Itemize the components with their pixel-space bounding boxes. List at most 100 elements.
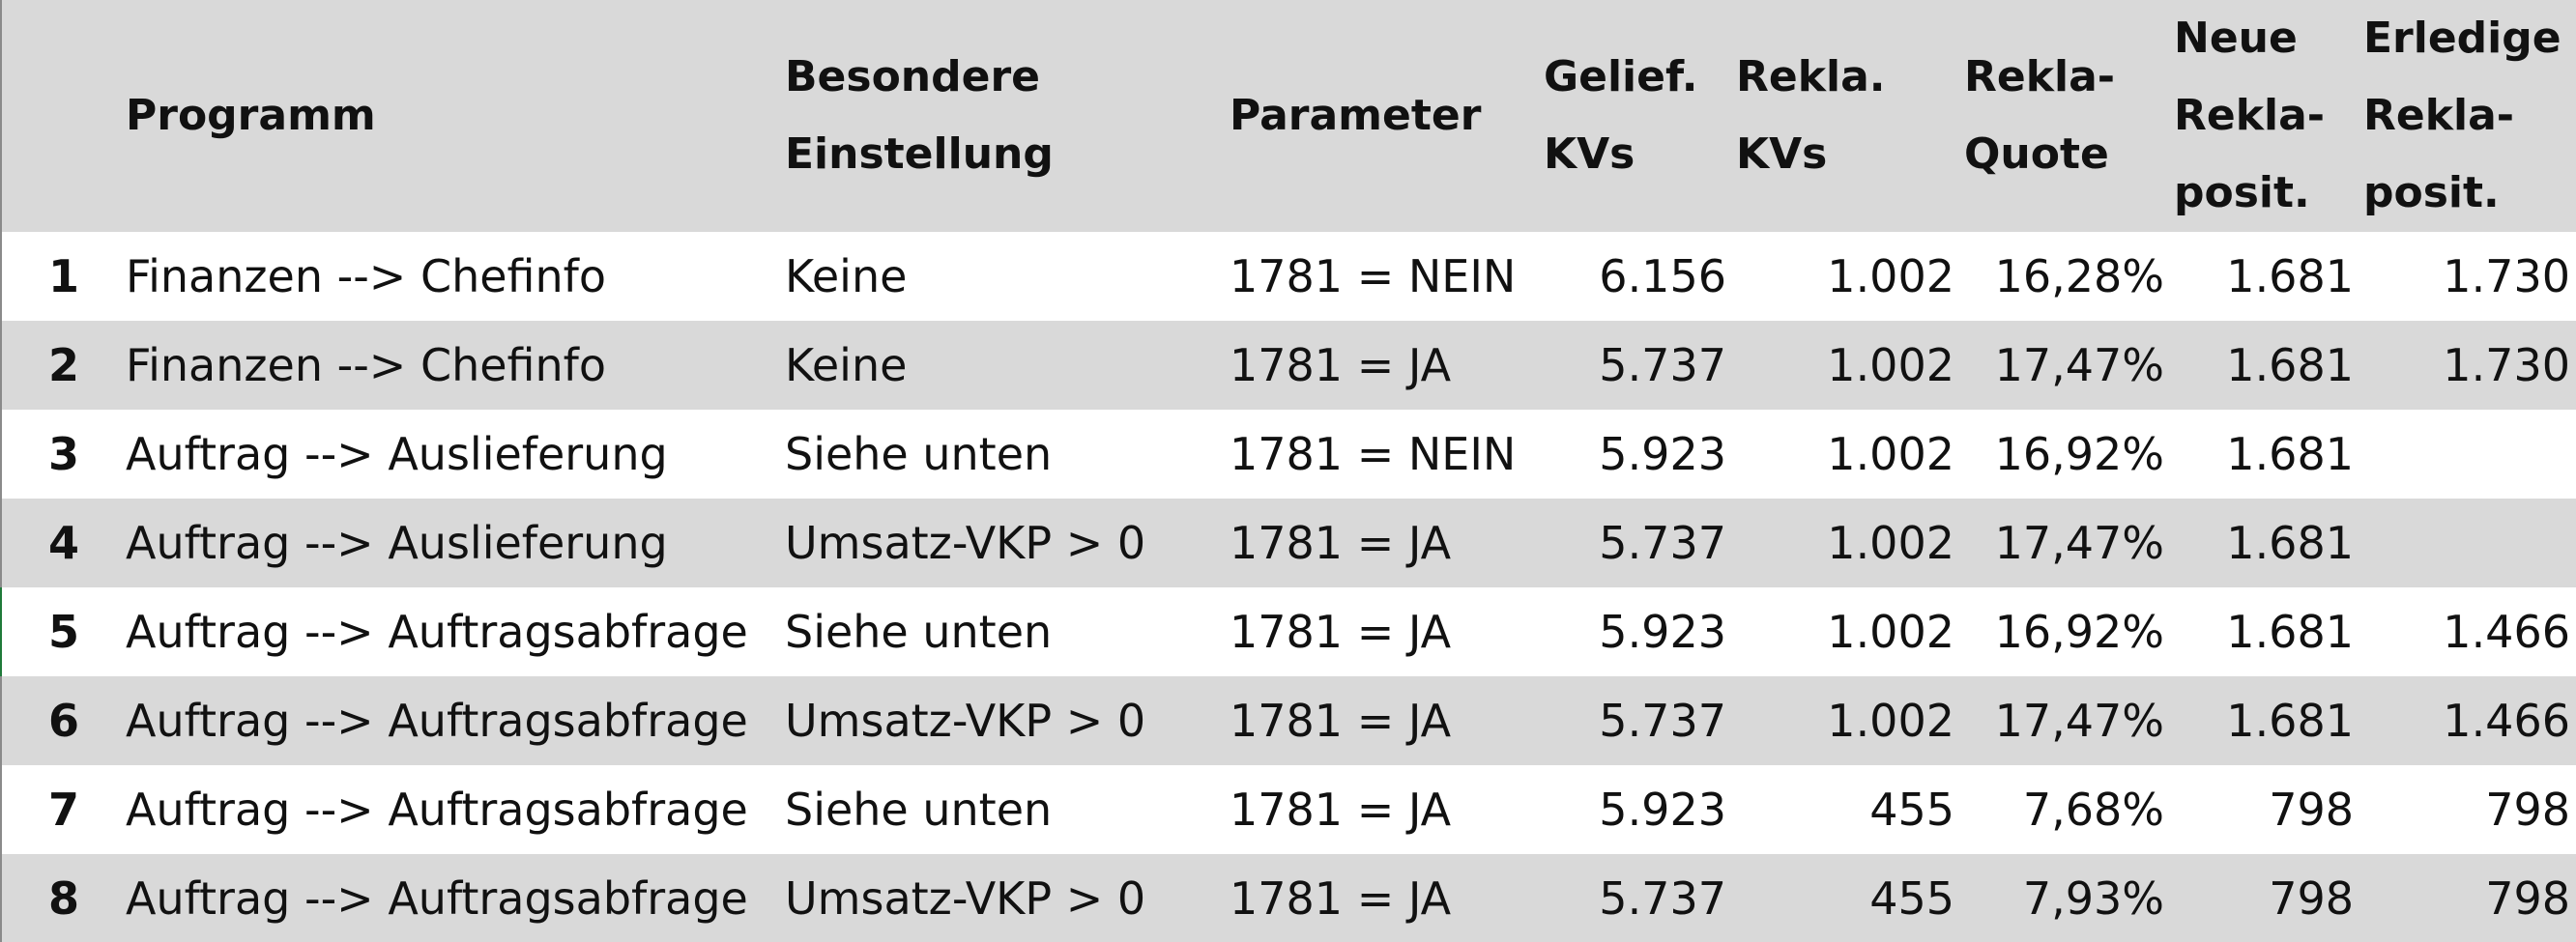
header-neue-line-2: Rekla-: [2174, 91, 2326, 140]
cell-neue: 798: [2269, 872, 2354, 925]
cell-rekla-quote: 16,92%: [1994, 428, 2164, 480]
cell-rekla-quote: 7,93%: [2022, 872, 2164, 925]
cell-programm: Finanzen --> Chefinfo: [126, 250, 607, 302]
cell-neue: 1.681: [2226, 428, 2354, 480]
header-rekla-quote-line-2: Quote: [1964, 129, 2109, 179]
table-row: 8 Auftrag --> Auftragsabfrage Umsatz-VKP…: [2, 854, 2576, 942]
cell-rekla-quote: 17,47%: [1994, 517, 2164, 569]
cell-besondere: Siehe unten: [785, 606, 1053, 658]
header-programm: Programm: [126, 0, 785, 232]
cell-gelief: 5.737: [1599, 339, 1726, 391]
cell-row-number: 1: [47, 250, 79, 302]
cell-programm: Auftrag --> Auftragsabfrage: [126, 784, 748, 836]
cell-row-number: 6: [47, 695, 79, 747]
cell-neue: 798: [2269, 784, 2354, 836]
cell-besondere: Umsatz-VKP > 0: [785, 695, 1146, 747]
table-row: 3 Auftrag --> Auslieferung Siehe unten 1…: [2, 410, 2576, 499]
cell-parameter: 1781 = NEIN: [1230, 250, 1517, 302]
cell-erledige: 1.466: [2443, 695, 2570, 747]
cell-parameter: 1781 = JA: [1230, 695, 1452, 747]
cell-neue: 1.681: [2226, 695, 2354, 747]
header-neue-line-3: posit.: [2174, 168, 2310, 217]
cell-programm: Finanzen --> Chefinfo: [126, 339, 607, 391]
header-row: Programm Besondere Einstellung Parameter…: [2, 0, 2576, 232]
cell-row-number: 8: [47, 872, 79, 925]
cell-erledige: 798: [2485, 784, 2570, 836]
table-row: 5 Auftrag --> Auftragsabfrage Siehe unte…: [2, 587, 2576, 676]
header-erledige-rekla-posit: Erledige Rekla- posit.: [2363, 0, 2576, 232]
cell-parameter: 1781 = JA: [1230, 872, 1452, 925]
cell-gelief: 5.737: [1599, 695, 1726, 747]
cell-erledige: 1.730: [2443, 250, 2570, 302]
cell-rekla-kvs: 1.002: [1827, 250, 1954, 302]
cell-programm: Auftrag --> Auslieferung: [126, 517, 668, 569]
cell-erledige: 1.466: [2443, 606, 2570, 658]
cell-besondere: Siehe unten: [785, 784, 1053, 836]
cell-neue: 1.681: [2226, 517, 2354, 569]
cell-programm: Auftrag --> Auftragsabfrage: [126, 606, 748, 658]
cell-neue: 1.681: [2226, 339, 2354, 391]
cell-rekla-kvs: 1.002: [1827, 695, 1954, 747]
cell-row-number: 4: [47, 517, 79, 569]
header-rekla-kvs: Rekla. KVs: [1736, 0, 1964, 232]
cell-neue: 1.681: [2226, 250, 2354, 302]
cell-row-number: 2: [47, 339, 79, 391]
cell-gelief: 5.737: [1599, 517, 1726, 569]
cell-rekla-quote: 17,47%: [1994, 695, 2164, 747]
cell-besondere: Siehe unten: [785, 428, 1053, 480]
header-erledige-line-3: posit.: [2363, 168, 2500, 217]
header-besondere-line-2: Einstellung: [785, 129, 1054, 179]
cell-row-number: 3: [47, 428, 79, 480]
cell-erledige: [2363, 410, 2576, 499]
left-border-accent: [0, 587, 2, 676]
cell-besondere: Umsatz-VKP > 0: [785, 872, 1146, 925]
cell-rekla-quote: 7,68%: [2022, 784, 2164, 836]
header-neue-rekla-posit: Neue Rekla- posit.: [2174, 0, 2363, 232]
cell-gelief: 5.923: [1599, 428, 1726, 480]
cell-parameter: 1781 = JA: [1230, 606, 1452, 658]
header-besondere-line-1: Besondere: [785, 52, 1040, 101]
cell-gelief: 5.923: [1599, 606, 1726, 658]
header-rekla-kvs-line-1: Rekla.: [1736, 52, 1886, 101]
header-besondere-einstellung: Besondere Einstellung: [785, 0, 1230, 232]
cell-erledige: 798: [2485, 872, 2570, 925]
cell-row-number: 5: [47, 606, 79, 658]
cell-erledige: 1.730: [2443, 339, 2570, 391]
header-gelief-line-2: KVs: [1544, 129, 1635, 179]
cell-rekla-kvs: 455: [1869, 872, 1954, 925]
header-rekla-quote-line-1: Rekla-: [1964, 52, 2116, 101]
cell-rekla-kvs: 1.002: [1827, 517, 1954, 569]
table-row: 7 Auftrag --> Auftragsabfrage Siehe unte…: [2, 765, 2576, 854]
header-neue-line-1: Neue: [2174, 14, 2298, 63]
cell-rekla-kvs: 1.002: [1827, 339, 1954, 391]
cell-gelief: 5.923: [1599, 784, 1726, 836]
header-programm-line-1: Programm: [126, 91, 376, 140]
cell-programm: Auftrag --> Auslieferung: [126, 428, 668, 480]
table-row: 4 Auftrag --> Auslieferung Umsatz-VKP > …: [2, 499, 2576, 587]
cell-rekla-kvs: 455: [1869, 784, 1954, 836]
cell-gelief: 6.156: [1599, 250, 1726, 302]
header-rekla-quote: Rekla- Quote: [1964, 0, 2174, 232]
header-num: [2, 0, 126, 232]
header-parameter: Parameter: [1230, 0, 1544, 232]
header-erledige-line-1: Erledige: [2363, 14, 2562, 63]
table-row: 1 Finanzen --> Chefinfo Keine 1781 = NEI…: [2, 232, 2576, 321]
cell-gelief: 5.737: [1599, 872, 1726, 925]
header-parameter-line-1: Parameter: [1230, 91, 1482, 140]
table-row: 2 Finanzen --> Chefinfo Keine 1781 = JA …: [2, 321, 2576, 410]
cell-parameter: 1781 = NEIN: [1230, 428, 1517, 480]
cell-row-number: 7: [47, 784, 79, 836]
cell-rekla-quote: 16,28%: [1994, 250, 2164, 302]
cell-programm: Auftrag --> Auftragsabfrage: [126, 872, 748, 925]
cell-neue: 1.681: [2226, 606, 2354, 658]
table-row: 6 Auftrag --> Auftragsabfrage Umsatz-VKP…: [2, 676, 2576, 765]
cell-parameter: 1781 = JA: [1230, 517, 1452, 569]
cell-programm: Auftrag --> Auftragsabfrage: [126, 695, 748, 747]
cell-rekla-quote: 17,47%: [1994, 339, 2164, 391]
cell-besondere: Keine: [785, 339, 908, 391]
header-gelief-line-1: Gelief.: [1544, 52, 1698, 101]
cell-parameter: 1781 = JA: [1230, 784, 1452, 836]
cell-rekla-kvs: 1.002: [1827, 428, 1954, 480]
